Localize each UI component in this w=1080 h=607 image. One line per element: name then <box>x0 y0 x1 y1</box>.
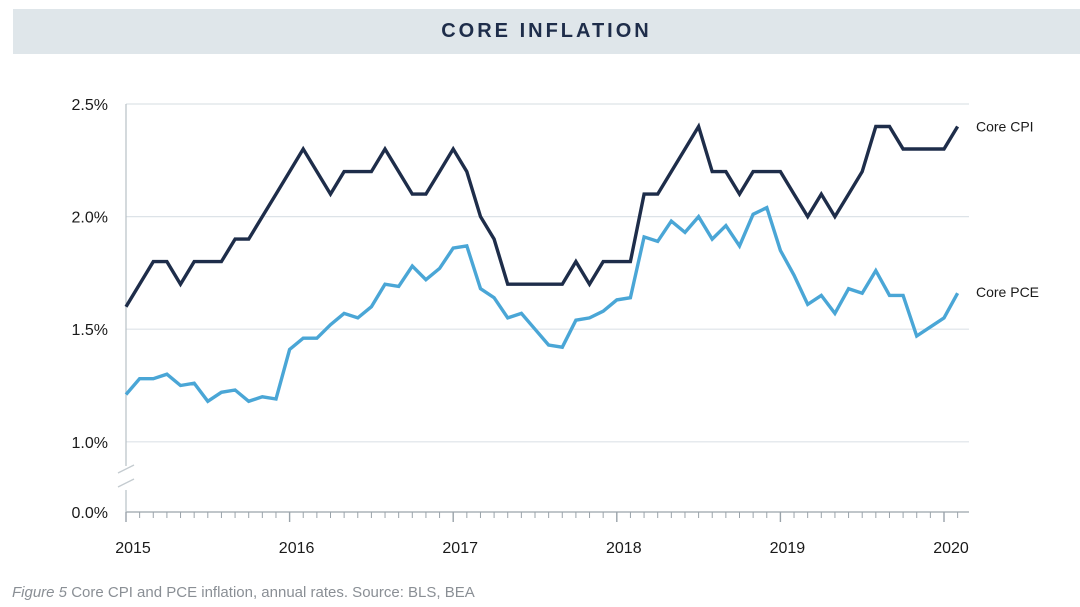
series-lines <box>124 122 960 404</box>
x-tick-label: 2020 <box>933 540 969 557</box>
y-tick-label: 1.5% <box>72 322 108 339</box>
y-tick-label: 2.5% <box>72 97 108 114</box>
line-chart: 2.5% 2.0% 1.5% 1.0% 0.0% 2015 2016 2017 2018 2019… <box>72 97 1040 557</box>
x-tick-label: 2017 <box>442 540 478 557</box>
core-pce-label: Core PCE <box>976 284 1039 300</box>
figure-caption: Figure 5 Core CPI and PCE inflation, ann… <box>12 584 475 601</box>
x-tick-label: 2018 <box>606 540 642 557</box>
core-pce-line <box>124 205 960 404</box>
axis-break-mark <box>117 478 135 488</box>
core-cpi-label: Core CPI <box>976 119 1034 135</box>
chart-title-bar: CORE INFLATION <box>13 9 1080 54</box>
core-cpi-line <box>124 122 960 308</box>
caption-text: Core CPI and PCE inflation, annual rates… <box>67 584 475 601</box>
y-tick-label: 0.0% <box>72 505 108 522</box>
figure-number: Figure 5 <box>12 584 68 601</box>
axis-break-mark <box>117 464 135 474</box>
labels: 2.5% 2.0% 1.5% 1.0% 0.0% 2015 2016 2017 2018 2019… <box>72 97 1040 557</box>
y-tick-label: 1.0% <box>72 435 108 452</box>
x-tick-label: 2015 <box>115 540 151 557</box>
x-tick-label: 2019 <box>770 540 806 557</box>
grid-lines <box>126 103 969 513</box>
chart-title: CORE INFLATION <box>441 20 652 42</box>
x-tick-label: 2016 <box>279 540 315 557</box>
axes <box>117 104 959 522</box>
y-tick-label: 2.0% <box>72 210 108 227</box>
